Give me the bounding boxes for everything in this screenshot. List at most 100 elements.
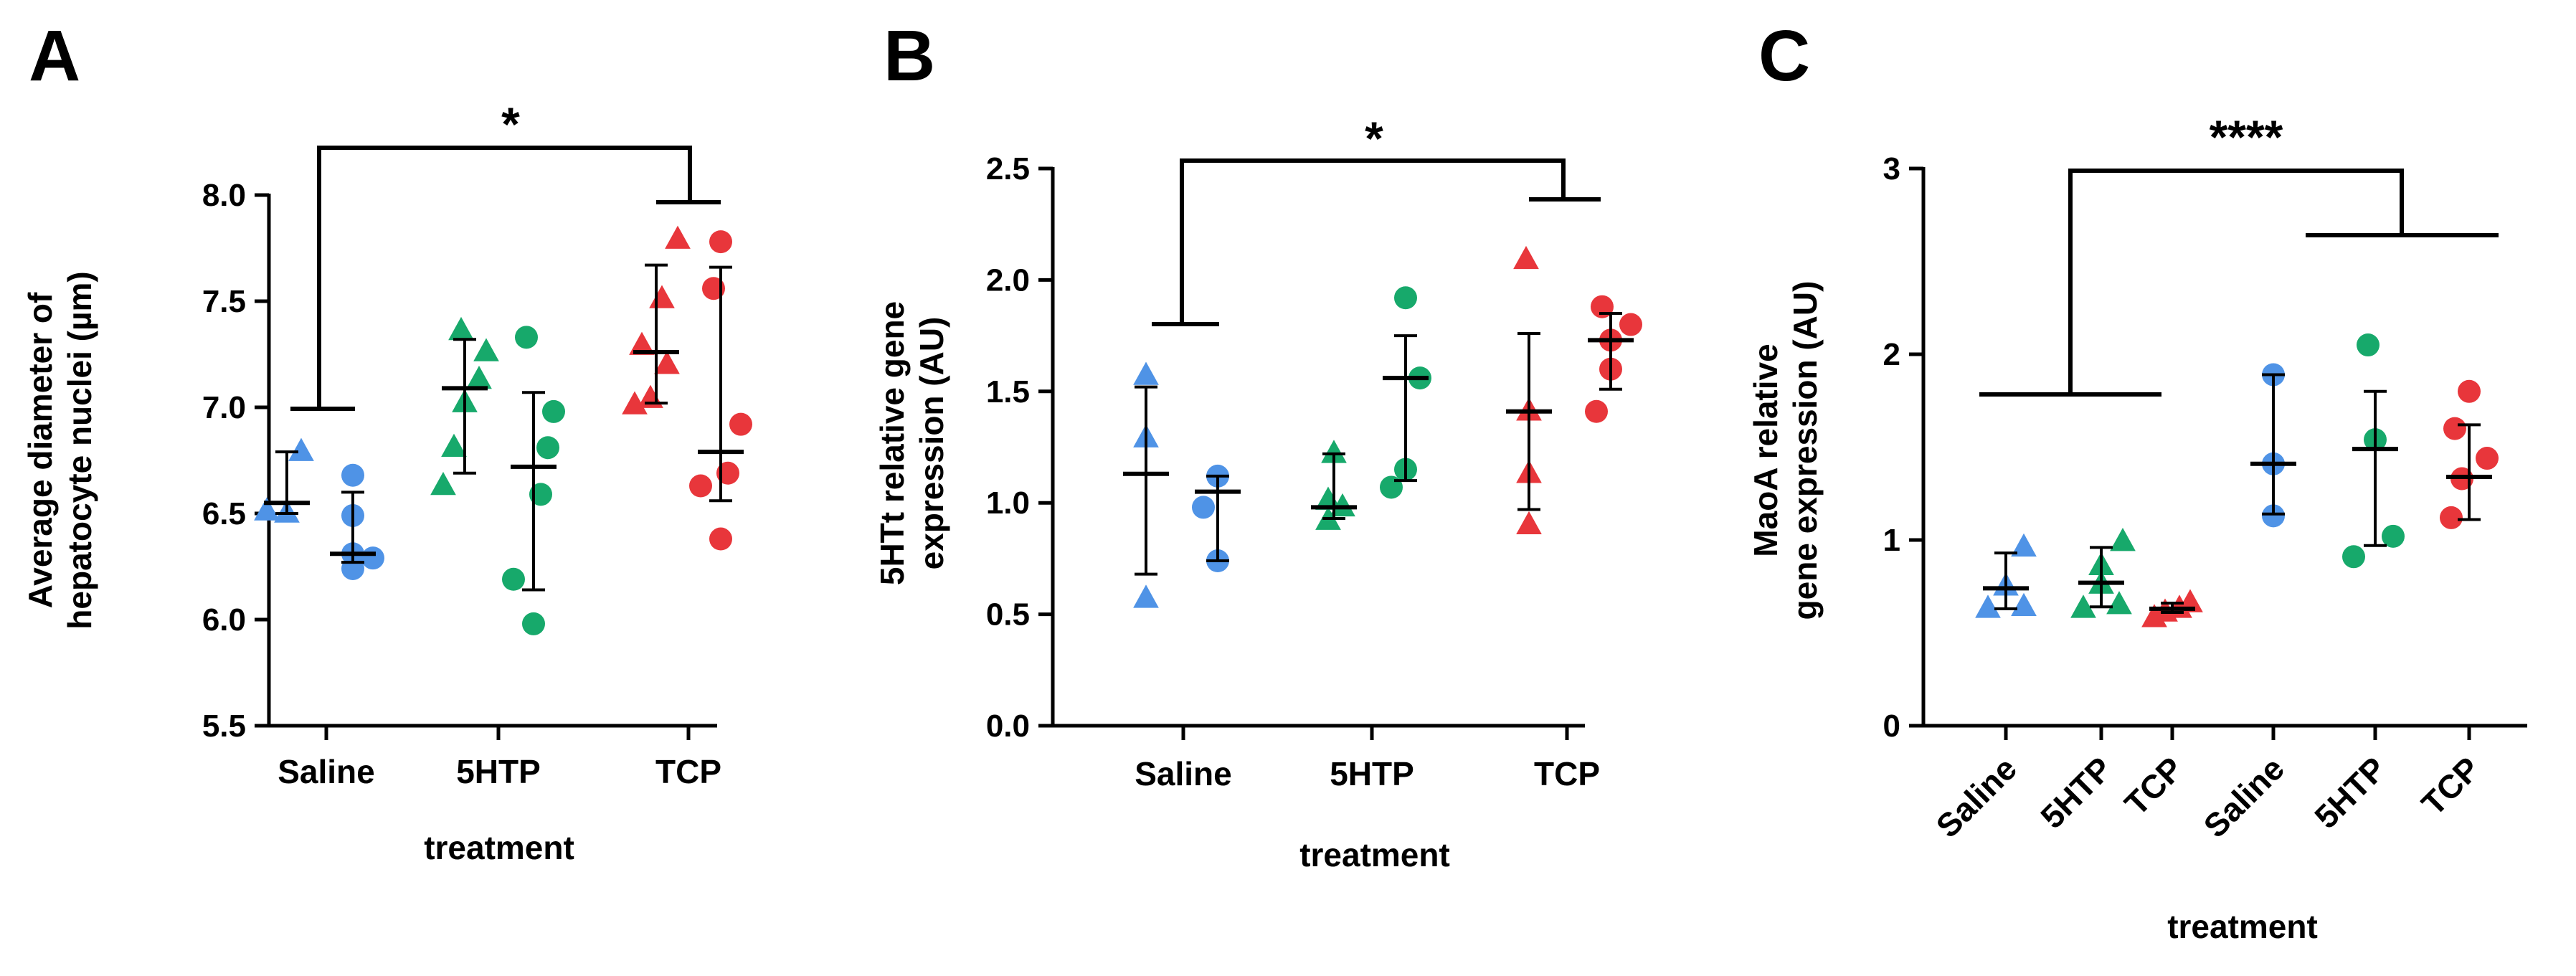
panel-a-group-0	[254, 437, 314, 523]
panel-a-ylabel: Average diameter of hepatocyte nuclei (µ…	[22, 271, 98, 629]
panel-b-group-2	[1311, 440, 1357, 530]
panel-b-group-0	[1123, 361, 1169, 608]
panel-b-y-tick-label: 2.0	[986, 262, 1030, 298]
panel-c-y-tick-label: 2	[1883, 337, 1900, 372]
panel-a-data-point	[622, 391, 648, 414]
panel-a-data-point	[288, 437, 314, 461]
panel-b-significance: *	[1365, 112, 1383, 165]
panel-b-plot: 0.0 0.5 1.0 1.5 2.0 2.5 Saline 5HTP TCP	[986, 151, 1642, 792]
panel-a-x-tick-label: 5HTP	[456, 753, 541, 790]
panel-c-data-point	[2262, 504, 2285, 528]
panel-a-group-1	[330, 463, 384, 580]
panel-a-significance: *	[501, 98, 520, 151]
panel-a-data-point	[729, 412, 752, 436]
panel-a-y-tick-label: 7.5	[202, 284, 246, 319]
panel-b-significance-bracket	[1180, 158, 1566, 324]
panel-b-y-tick-label: 1.0	[986, 485, 1030, 521]
panel-c-x-tick-label: TCP	[2414, 749, 2487, 823]
panel-b-y-tick-label: 1.5	[986, 374, 1030, 409]
panel-c-data-point	[2357, 333, 2380, 357]
panel-b-ylabel-line2: expression (AU)	[913, 317, 950, 570]
panel-c-data-point	[2070, 594, 2096, 618]
panel-c-data-point	[2106, 591, 2132, 615]
panel-a-ylabel-line2: hepatocyte nuclei (µm)	[61, 271, 98, 629]
panel-c-data-point	[1975, 594, 2001, 618]
panel-a-y-tick-label: 5.5	[202, 709, 246, 744]
panel-c-data-point	[2382, 524, 2405, 548]
panel-a-x-tick-label: TCP	[655, 753, 721, 790]
panel-a-data-point	[522, 612, 545, 635]
panel-b-group-3	[1380, 286, 1431, 499]
panel-c-y-tick-label: 1	[1883, 523, 1900, 558]
panel-a-y-tick-label: 6.0	[202, 602, 246, 638]
panel-c-ylabel-line2: gene expression (AU)	[1786, 281, 1824, 620]
panel-c-significance-bracket	[2068, 169, 2404, 394]
panel-c-y-tick-label: 3	[1883, 151, 1900, 186]
panel-b-data-point	[1513, 245, 1539, 270]
panel-c-significance: ****	[2210, 110, 2283, 164]
panel-a-data-point	[430, 471, 456, 496]
panel-c-data-point	[2458, 379, 2481, 403]
panel-b-group-1	[1192, 464, 1241, 573]
panel-a-data-point	[689, 474, 712, 498]
panel-b-data-point	[1133, 361, 1159, 385]
panel-c-data-point	[2011, 592, 2037, 616]
panel-b-xlabel: treatment	[1299, 836, 1450, 873]
panel-c-x-tick-label: 5HTP	[2033, 749, 2119, 835]
panel-b-x-tick-label: 5HTP	[1330, 755, 1414, 792]
panel-c-xlabel: treatment	[2167, 908, 2318, 945]
panel-b-data-point	[1330, 493, 1355, 517]
panel-c-group-2	[2141, 589, 2203, 627]
panel-b-ylabel-line1: 5HTt relative gene	[873, 301, 911, 585]
panel-b-letter: B	[884, 16, 935, 96]
panel-a-data-point	[441, 433, 467, 457]
panel-b-x-tick-label: TCP	[1534, 755, 1600, 792]
panel-b-data-point	[1585, 399, 1608, 423]
panel-c-data-point	[2443, 417, 2466, 440]
panel-c-ylabel-line1: MaoA relative	[1747, 344, 1784, 556]
panel-c-group-1	[2070, 528, 2136, 618]
panel-b-ylabel: 5HTt relative gene expression (AU)	[873, 301, 950, 585]
panel-b-x-tick-label: Saline	[1135, 755, 1232, 792]
panel-b-data-point	[1619, 313, 1642, 336]
panel-c-group-4	[2342, 333, 2405, 569]
panel-c-data-point	[2476, 447, 2499, 470]
panel-c-group-3	[2250, 363, 2296, 528]
panel-a-data-point	[665, 225, 691, 249]
panel-b-data-point	[1192, 496, 1215, 519]
panel-a-data-point	[515, 326, 538, 349]
panel-a-data-point	[536, 436, 559, 460]
panel-c-y-tick-label: 0	[1883, 709, 1900, 744]
panel-a-data-point	[473, 338, 499, 361]
panel-b-y-tick-label: 2.5	[986, 151, 1030, 186]
panel-b-group-5	[1585, 295, 1642, 423]
panel-a-y-tick-label: 7.0	[202, 390, 246, 425]
panel-a-data-point	[709, 527, 732, 551]
panel-a-group-4	[622, 225, 691, 414]
panel-c-x-tick-label: Saline	[1928, 749, 2024, 845]
panel-b-group-4	[1506, 245, 1552, 535]
panel-a-data-point	[709, 230, 732, 254]
panel-c-data-point	[2011, 533, 2037, 557]
panel-a-data-point	[361, 546, 384, 570]
panel-b-data-point	[1321, 440, 1347, 463]
panel-a-group-3	[502, 326, 565, 635]
panel-a-data-point	[502, 567, 525, 591]
panel-a-xlabel: treatment	[424, 829, 574, 866]
panel-a-data-point	[466, 365, 492, 389]
panel-c-x-tick-label: Saline	[2196, 749, 2291, 845]
panel-a-y-tick-label: 8.0	[202, 178, 246, 213]
panel-a-y-tick-label: 6.5	[202, 496, 246, 531]
panel-b-y-tick-label: 0.5	[986, 597, 1030, 632]
panel-c-data-point	[2440, 506, 2463, 529]
panel-a-data-point	[254, 497, 280, 521]
panel-a-ylabel-line1: Average diameter of	[22, 292, 59, 608]
panel-b-y-tick-label: 0.0	[986, 709, 1030, 744]
panel-b-data-point	[1133, 584, 1159, 608]
panel-c-group-0	[1975, 533, 2037, 618]
panel-c-x-tick-label: 5HTP	[2307, 749, 2393, 835]
